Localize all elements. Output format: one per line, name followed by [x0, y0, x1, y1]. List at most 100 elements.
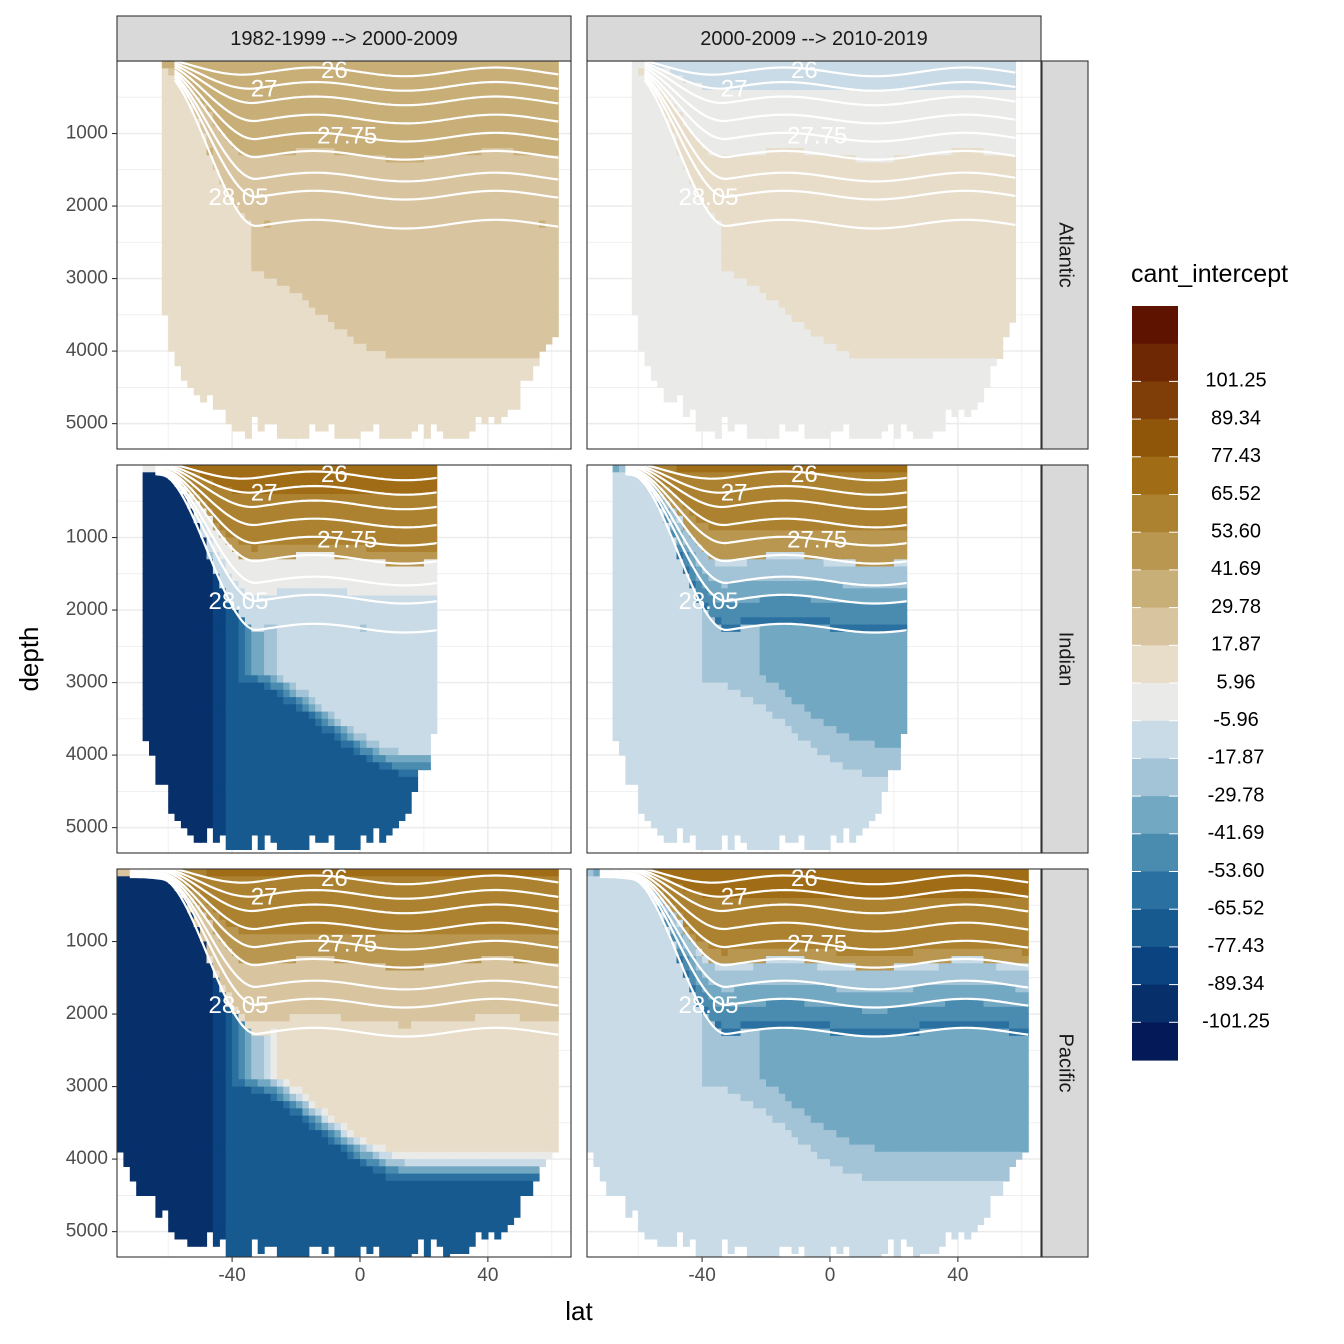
contour-cell — [232, 155, 240, 164]
contour-cell — [225, 220, 233, 229]
contour-cell — [270, 285, 278, 294]
contour-cell — [276, 119, 284, 127]
contour-cell — [638, 75, 646, 84]
contour-cell — [842, 177, 850, 185]
contour-cell — [449, 380, 457, 388]
contour-cell — [296, 343, 303, 352]
contour-cell — [657, 177, 665, 185]
contour-cell — [695, 256, 703, 265]
contour-cell — [475, 293, 483, 301]
contour-cell — [539, 293, 546, 301]
contour-cell — [695, 126, 703, 135]
contour-cell — [823, 285, 831, 294]
contour-cell — [296, 314, 303, 323]
contour-cell — [212, 351, 220, 359]
contour-cell — [308, 365, 316, 374]
contour-cell — [507, 82, 515, 91]
contour-cell — [443, 271, 451, 280]
contour-cell — [417, 409, 425, 417]
contour-cell — [296, 133, 303, 142]
contour-cell — [411, 365, 419, 374]
contour-cell — [798, 256, 805, 265]
contour-cell — [276, 227, 284, 236]
contour-cell — [817, 351, 825, 359]
contour-cell — [759, 430, 767, 439]
contour-cell — [759, 61, 767, 69]
contour-cell — [232, 75, 240, 84]
contour-cell — [836, 329, 844, 338]
contour-cell — [423, 300, 431, 309]
contour-cell — [702, 155, 710, 164]
contour-cell — [308, 358, 316, 367]
contour-cell — [753, 387, 761, 396]
contour-cell — [868, 249, 876, 258]
contour-cell — [468, 119, 476, 127]
contour-cell — [551, 140, 559, 149]
contour-cell — [372, 162, 380, 171]
contour-cell — [340, 358, 348, 367]
contour-cell — [321, 416, 329, 425]
contour-cell — [721, 140, 729, 149]
contour-cell — [161, 90, 169, 98]
contour-cell — [855, 423, 863, 432]
contour-cell — [539, 75, 546, 84]
contour-cell — [270, 358, 278, 367]
contour-cell — [187, 242, 195, 251]
contour-cell — [347, 184, 355, 193]
contour-cell — [676, 126, 684, 135]
contour-cell — [526, 169, 534, 178]
contour-cell — [180, 249, 188, 258]
contour-cell — [868, 61, 876, 69]
contour-cell — [545, 307, 553, 316]
contour-cell — [187, 372, 195, 381]
contour-cell — [689, 336, 697, 345]
contour-cell — [193, 271, 201, 280]
contour-cell — [849, 75, 857, 84]
contour-cell — [862, 380, 869, 388]
contour-cell — [289, 387, 297, 396]
contour-cell — [417, 322, 425, 330]
contour-cell — [798, 235, 805, 243]
contour-cell — [334, 162, 342, 171]
contour-cell — [302, 68, 310, 77]
contour-cell — [500, 191, 508, 200]
contour-cell — [539, 126, 546, 135]
contour-cell — [276, 300, 284, 309]
contour-cell — [798, 119, 805, 127]
contour-cell — [830, 387, 837, 396]
contour-cell — [766, 293, 773, 301]
contour-cell — [212, 61, 220, 69]
contour-cell — [423, 75, 431, 84]
contour-cell — [315, 300, 323, 309]
contour-cell — [500, 126, 508, 135]
contour-cell — [302, 264, 310, 272]
contour-cell — [545, 213, 553, 222]
contour-cell — [727, 264, 735, 272]
contour-cell — [340, 75, 348, 84]
contour-cell — [759, 220, 767, 229]
contour-cell — [251, 126, 259, 135]
contour-cell — [379, 184, 387, 193]
contour-cell — [455, 423, 463, 432]
contour-cell — [650, 343, 658, 352]
contour-cell — [168, 191, 176, 200]
contour-cell — [443, 256, 451, 265]
contour-cell — [379, 97, 387, 106]
contour-cell — [404, 184, 412, 193]
contour-cell — [404, 264, 412, 272]
contour-cell — [238, 104, 246, 113]
contour-cell — [759, 155, 767, 164]
contour-cell — [526, 133, 534, 142]
contour-cell — [676, 278, 684, 287]
contour-cell — [721, 365, 729, 374]
contour-cell — [830, 75, 837, 84]
contour-cell — [868, 322, 876, 330]
contour-cell — [778, 351, 786, 359]
contour-cell — [759, 380, 767, 388]
contour-cell — [708, 235, 716, 243]
contour-cell — [193, 380, 201, 388]
contour-cell — [810, 235, 818, 243]
contour-cell — [766, 307, 773, 316]
contour-cell — [526, 191, 534, 200]
contour-cell — [855, 336, 863, 345]
